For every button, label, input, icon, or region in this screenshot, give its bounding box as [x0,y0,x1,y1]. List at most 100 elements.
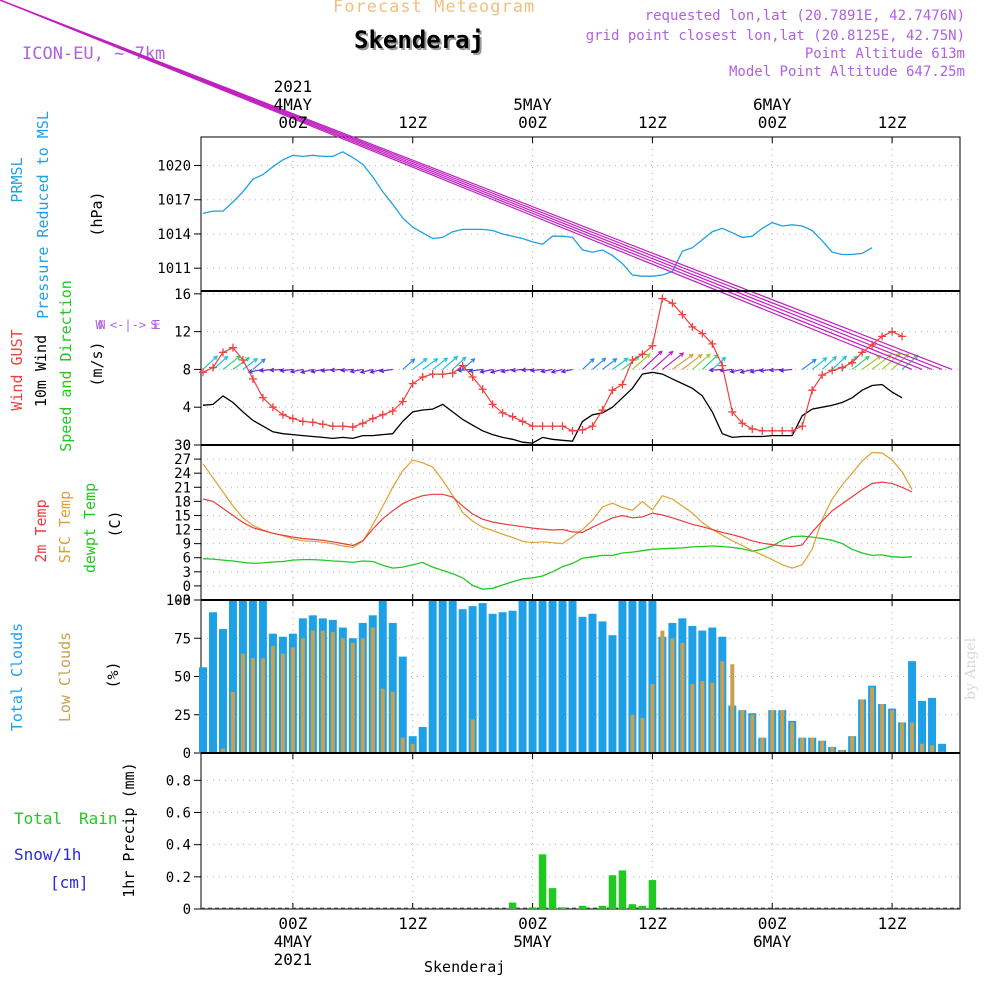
gust-point [808,386,817,395]
wind-arrow-head [778,367,785,373]
gust-point [758,426,767,435]
wind-arrow-head [258,367,264,373]
date-label: 5MAY [513,932,552,951]
gust-point [868,340,877,349]
low-cloud-bar [660,630,665,753]
gust-point [798,422,807,431]
low-cloud-bar [370,627,375,753]
wind-arrow [422,358,438,370]
time-tick-label: 00Z [518,914,547,933]
wind-arrow [442,356,458,370]
low-cloud-bar [630,714,635,753]
rain-bar [508,902,517,909]
wind-arrow [380,368,393,372]
wind-arrow-head [260,358,266,364]
date-label: 5MAY [513,95,552,114]
gust-point [608,386,617,395]
wind-arrow-head [433,358,439,363]
time-tick-label: 12Z [878,113,907,132]
wind-arrow-head [721,356,727,362]
wind-arrow-head [657,350,663,356]
total-cloud-bar [438,600,447,753]
wind-arrow [0,0,953,370]
wind-arrow [452,356,466,370]
total-cloud-bar [428,600,437,753]
gust-point [418,372,427,381]
wind-arrow [582,358,595,370]
wind-arrow-head [864,355,870,361]
gust-point [748,424,757,433]
wind-arrow-head [822,357,828,362]
low-cloud-bar [720,661,725,753]
y-tick-label: 21 [174,480,191,496]
wind-arrow-head [560,368,566,374]
rain-bar [578,905,587,909]
wind-arrow [202,355,218,370]
total-cloud-bar [458,609,467,753]
y-tick-label: 12 [174,325,191,341]
low-cloud-bar [900,722,905,753]
wind-arrow [642,350,663,370]
time-tick-label: 00Z [518,113,547,132]
total-cloud-bar [618,600,627,753]
wind-arrow [301,368,314,373]
y-tick-label: 0.2 [166,870,191,886]
low-cloud-bar [470,719,475,753]
low-cloud-bar [790,722,795,753]
wind-arrow [720,368,733,372]
panel-wind: 0 4 8 12 16 [0,0,961,454]
total-cloud-bar [378,600,387,753]
gust-point [408,379,417,388]
y-tick-label: 16 [174,287,191,303]
total-cloud-bar [388,622,397,753]
gust-point [528,422,537,431]
low-cloud-bar [360,638,365,753]
low-cloud-bar [880,704,885,753]
compass-south: S [150,318,157,332]
low-cloud-bar [760,737,765,753]
wind-arrow-head [410,358,416,364]
wind-gust-label: Wind GUST [8,329,26,410]
gust-point [788,426,797,435]
low-cloud-bar [280,653,285,753]
wind-arrow [469,368,483,372]
wind-arrow-head [886,354,892,359]
low-cloud-bar [710,682,715,753]
wind-arrow-head [310,368,316,374]
wind-arrow-head [520,367,527,373]
gust-point [678,310,687,319]
wind-unit-label: (m/s) [88,341,106,386]
gust-point [688,322,697,331]
snow-unit-label: [cm] [50,873,89,892]
wind-arrow-head [289,368,295,374]
gust-point [338,422,347,431]
total-cloud-bar [648,600,657,753]
wind-arrow [592,357,606,370]
wind-arrow-head [713,353,719,359]
total-cloud-bar [218,629,227,753]
gust-point [708,339,717,348]
total-cloud-bar [918,700,927,753]
gust-point [328,422,337,431]
gust-point [888,327,897,336]
gust-point [578,425,587,434]
panel-frame [200,444,961,601]
wind-arrow [780,368,793,372]
wind-arrow [561,368,573,373]
wind-gust-line [202,297,903,432]
total-cloud-bar [578,616,587,753]
wind-arrow-head [708,367,714,373]
wind-arrow-head [679,352,685,358]
wind-arrow-head [456,367,462,373]
time-tick-label: 12Z [638,914,667,933]
gust-point [388,406,397,415]
total-cloud-bar [588,613,597,753]
y-tick-label: 30 [174,438,191,454]
low-cloud-bar [680,642,685,753]
wind-arrow-head [811,358,817,364]
wind-arrow [331,368,343,371]
wind-arrow-head [668,350,674,356]
y-tick-label: 75 [174,631,191,647]
